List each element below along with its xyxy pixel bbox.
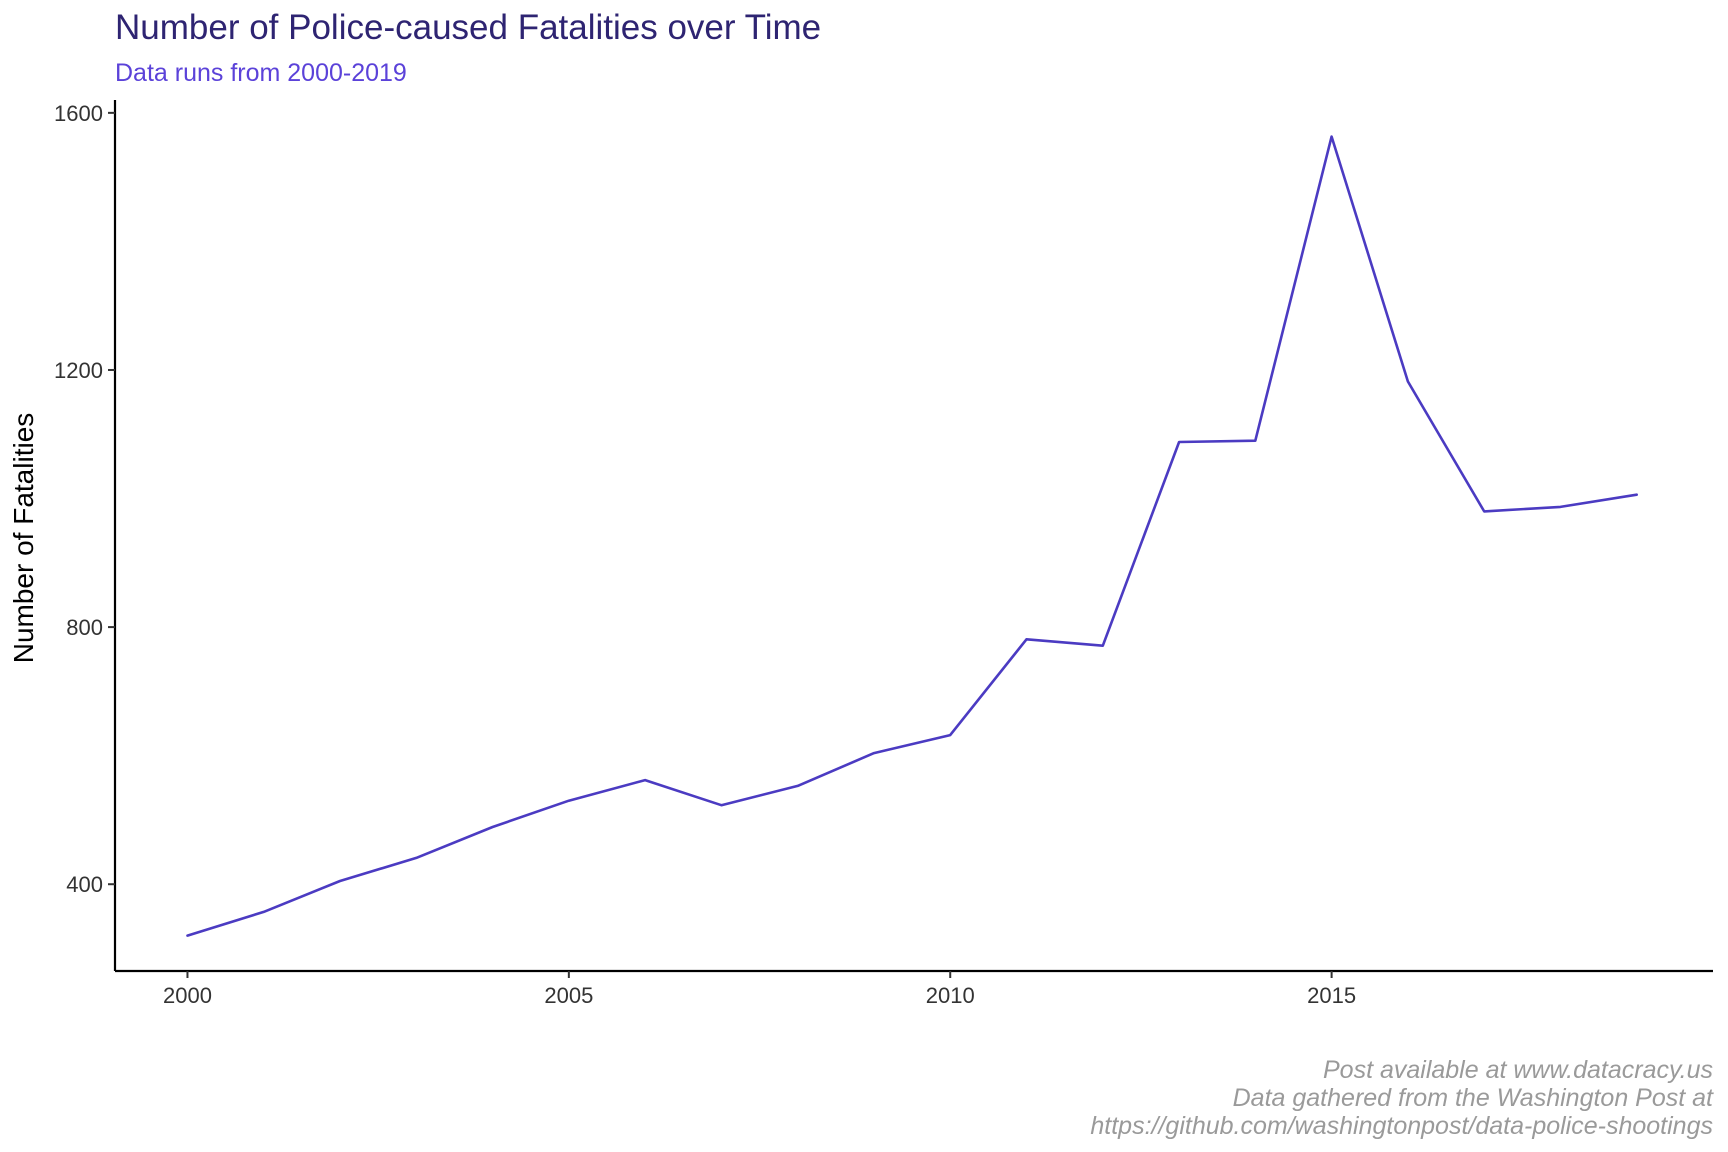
x-tick-label: 2000 bbox=[163, 983, 212, 1008]
chart-subtitle: Data runs from 2000-2019 bbox=[115, 59, 407, 87]
chart-title: Number of Police-caused Fatalities over … bbox=[115, 8, 821, 47]
caption-line: Data gathered from the Washington Post a… bbox=[1233, 1084, 1714, 1112]
caption: Post available at www.datacracy.us Data … bbox=[1090, 1056, 1714, 1140]
y-tick-label: 800 bbox=[66, 615, 103, 640]
y-tick-label: 1600 bbox=[54, 101, 103, 126]
y-tick-label: 400 bbox=[66, 872, 103, 897]
x-tick-label: 2005 bbox=[544, 983, 593, 1008]
caption-line: Post available at www.datacracy.us bbox=[1323, 1056, 1713, 1084]
y-tick-label: 1200 bbox=[54, 358, 103, 383]
x-tick-label: 2010 bbox=[926, 983, 975, 1008]
y-axis-title: Number of Fatalities bbox=[8, 413, 39, 664]
plot-area: 400 800 1200 1600 2000 2005 2010 2015 bbox=[54, 100, 1713, 1008]
series-line bbox=[186, 135, 1638, 937]
caption-line: https://github.com/washingtonpost/data-p… bbox=[1090, 1112, 1713, 1140]
x-tick-label: 2015 bbox=[1307, 983, 1356, 1008]
